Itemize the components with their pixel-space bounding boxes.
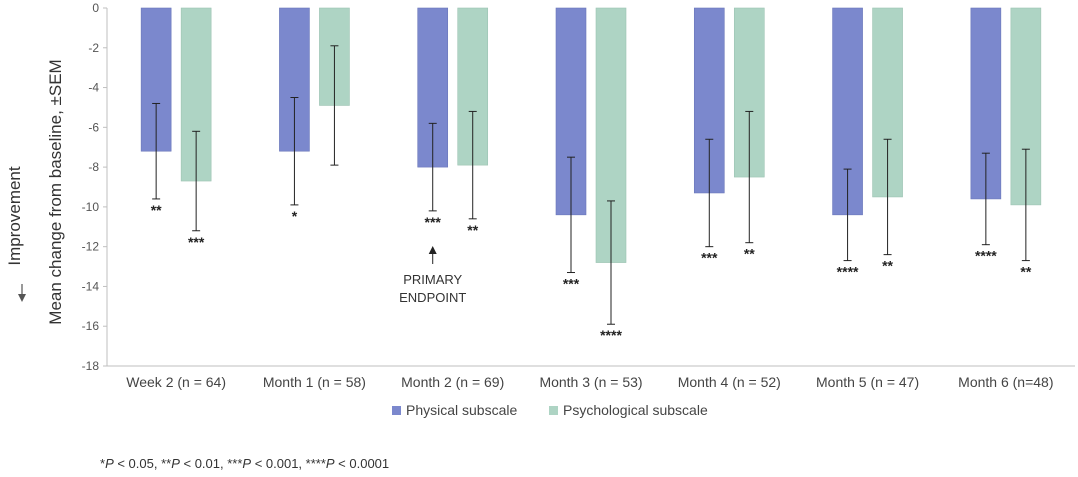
legend: Physical subscale Psychological subscale: [392, 402, 708, 418]
significance-footnote: *P < 0.05, **P < 0.01, ***P < 0.001, ***…: [100, 456, 389, 471]
footnote-text: < 0.01, ***: [179, 456, 243, 471]
y-tick-label: -12: [82, 240, 100, 254]
footnote-p-italic: P: [242, 456, 252, 471]
significance-label: ***: [188, 234, 205, 250]
annotation-line: ENDPOINT: [399, 290, 466, 305]
legend-item-physical: Physical subscale: [392, 402, 517, 418]
significance-label: ****: [600, 327, 622, 343]
error-bar: [745, 110, 754, 244]
y-tick-label: -10: [82, 200, 100, 214]
error-bar: [152, 102, 161, 200]
x-category-label: Month 6 (n=48): [958, 374, 1053, 390]
legend-swatch: [392, 406, 401, 415]
y-axis-title: Mean change from baseline, ±SEM: [46, 59, 65, 324]
legend-swatch: [549, 406, 558, 415]
significance-label: **: [151, 202, 162, 218]
x-category-label: Month 1 (n = 58): [263, 374, 366, 390]
footnote-text: < 0.0001: [334, 456, 390, 471]
error-bar: [883, 138, 892, 256]
axes-layer: 0 -2 -4 -6 -8 -10 -12 -14 -16 -18 Mean change from…: [5, 1, 1075, 373]
significance-label: **: [1020, 264, 1031, 280]
error-bar: [468, 110, 477, 220]
significance-label: ***: [701, 250, 718, 266]
bars-layer: [140, 7, 1042, 325]
y-tick-label: -8: [88, 160, 99, 174]
x-category-label: Month 4 (n = 52): [678, 374, 781, 390]
significance-label: ****: [837, 264, 859, 280]
annotation-line: PRIMARY: [403, 272, 462, 287]
footnote-text: < 0.001, ****: [251, 456, 326, 471]
significance-label: ***: [563, 276, 580, 292]
legend-item-psychological: Psychological subscale: [549, 402, 708, 418]
legend-label: Physical subscale: [406, 402, 517, 418]
significance-label: **: [882, 258, 893, 274]
error-bar: [705, 138, 714, 248]
footnote-p-italic: P: [325, 456, 335, 471]
footnote-p-italic: P: [171, 456, 180, 471]
x-category-label: Week 2 (n = 64): [126, 374, 226, 390]
error-bar: [843, 168, 852, 262]
error-bar: [607, 200, 615, 325]
footnote-p-italic: P: [105, 456, 114, 471]
y-tick-label: -18: [82, 359, 100, 373]
footnote-text: *: [100, 456, 106, 471]
legend-label: Psychological subscale: [563, 402, 708, 418]
y-tick-label: -16: [82, 319, 100, 333]
x-category-label: Month 5 (n = 47): [816, 374, 919, 390]
significance-label: ****: [975, 248, 997, 264]
y-tick-label: -14: [82, 279, 100, 293]
improvement-arrow: [18, 284, 26, 302]
y-tick-label: -6: [88, 120, 99, 134]
labels-layer: Week 2 (n = 64)*****Month 1 (n = 58)*Mon…: [126, 202, 1053, 390]
error-bar: [290, 97, 299, 206]
footnote-text: < 0.05, **: [113, 456, 172, 471]
error-bar: [192, 130, 201, 232]
error-bar: [567, 156, 575, 274]
error-bar: [428, 122, 437, 212]
bar-chart: 0 -2 -4 -6 -8 -10 -12 -14 -16 -18 Mean change from…: [5, 1, 1075, 418]
significance-label: **: [467, 222, 478, 238]
improvement-label: Improvement: [5, 166, 24, 265]
significance-label: *: [292, 208, 298, 224]
significance-label: **: [744, 246, 755, 262]
error-bar: [1021, 148, 1030, 262]
x-category-label: Month 2 (n = 69): [401, 374, 504, 390]
y-tick-label: -2: [88, 41, 99, 55]
x-category-label: Month 3 (n = 53): [539, 374, 642, 390]
error-bar: [330, 45, 339, 166]
error-bar: [981, 152, 990, 246]
y-tick-label: -4: [88, 81, 99, 95]
significance-label: ***: [425, 214, 442, 230]
y-tick-label: 0: [92, 1, 99, 15]
primary-endpoint-annotation: PRIMARY ENDPOINT: [399, 246, 466, 305]
